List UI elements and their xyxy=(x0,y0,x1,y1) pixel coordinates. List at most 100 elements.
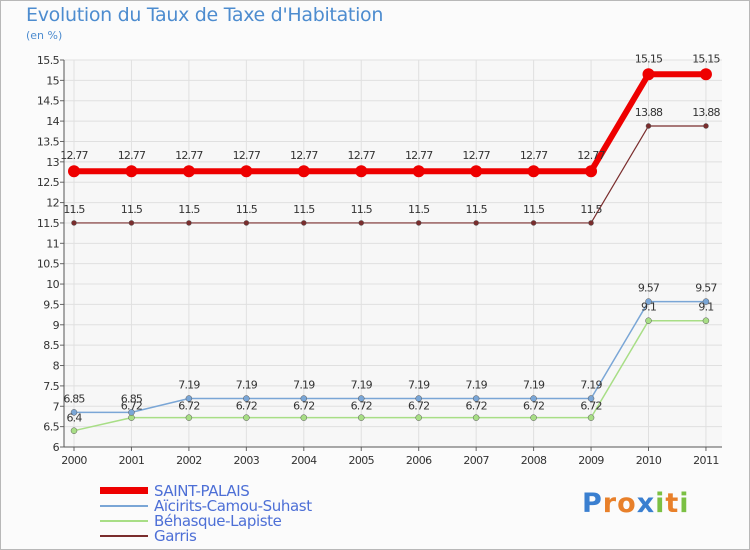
data-point xyxy=(585,165,598,178)
data-label: 6.72 xyxy=(580,400,601,413)
data-point xyxy=(703,123,709,129)
y-tick-label: 11.5 xyxy=(37,217,60,230)
data-point xyxy=(530,395,537,402)
data-label: 9.1 xyxy=(641,301,656,314)
data-point xyxy=(185,395,193,402)
legend-swatch xyxy=(100,505,148,507)
x-tick-label: 2001 xyxy=(119,454,145,467)
legend-swatch xyxy=(100,535,148,537)
data-point xyxy=(527,165,540,178)
logo-letter: i xyxy=(679,488,690,519)
y-tick-label: 10.5 xyxy=(37,258,60,271)
data-label: 12.77 xyxy=(175,149,203,162)
data-point xyxy=(358,220,364,226)
y-tick-label: 11 xyxy=(46,237,59,250)
data-label: 11.5 xyxy=(178,203,200,216)
data-point xyxy=(128,409,135,416)
y-tick-label: 14 xyxy=(46,115,59,128)
y-tick-label: 10 xyxy=(46,278,59,291)
data-point xyxy=(645,298,652,305)
x-tick-label: 2004 xyxy=(291,454,317,467)
data-label: 6.72 xyxy=(236,400,257,413)
data-point xyxy=(243,414,250,421)
legend-label: SAINT-PALAIS xyxy=(154,482,250,500)
data-label: 13.88 xyxy=(635,106,663,119)
data-point xyxy=(301,220,307,226)
data-point xyxy=(358,414,365,421)
y-tick-label: 14.5 xyxy=(37,95,60,108)
data-point xyxy=(588,220,594,226)
logo-letter: P xyxy=(582,488,603,519)
series-line xyxy=(74,300,706,414)
data-label: 6.72 xyxy=(408,400,429,413)
data-label: 11.5 xyxy=(293,203,315,216)
data-label: 11.5 xyxy=(408,203,430,216)
series-line xyxy=(74,125,706,224)
data-label: 6.72 xyxy=(293,400,314,413)
data-point xyxy=(645,317,652,324)
x-tick-label: 2005 xyxy=(348,454,374,467)
data-label: 6.4 xyxy=(66,412,82,425)
y-tick-label: 12 xyxy=(46,197,59,210)
data-label: 12.77 xyxy=(577,149,605,162)
data-point xyxy=(68,165,80,178)
data-point xyxy=(355,165,368,178)
data-point xyxy=(186,220,192,226)
data-label: 6.72 xyxy=(351,400,372,413)
logo-letter: x xyxy=(636,488,656,519)
series-line xyxy=(73,319,706,432)
legend-label: Garris xyxy=(154,527,197,545)
data-label: 11.5 xyxy=(236,203,258,216)
data-label: 7.19 xyxy=(293,379,315,392)
data-point xyxy=(699,68,712,81)
data-label: 11.5 xyxy=(466,203,488,216)
y-tick-label: 6 xyxy=(53,441,60,454)
data-label: 7.19 xyxy=(351,379,373,392)
y-tick-label: 7.5 xyxy=(43,380,59,393)
data-label: 7.19 xyxy=(178,379,200,392)
data-label: 12.77 xyxy=(520,149,548,162)
data-point xyxy=(412,165,425,178)
data-label: 7.19 xyxy=(236,379,258,392)
data-label: 13.88 xyxy=(692,106,720,119)
data-label: 7.19 xyxy=(408,379,430,392)
logo-letter: i xyxy=(655,488,666,519)
data-label: 12.77 xyxy=(233,149,261,162)
chart-subtitle: (en %) xyxy=(26,29,63,42)
data-label: 7.19 xyxy=(466,379,488,392)
data-point xyxy=(125,165,138,178)
data-point xyxy=(128,220,135,226)
data-label: 12.77 xyxy=(118,149,146,162)
x-tick-label: 2008 xyxy=(521,454,547,467)
legend-swatch xyxy=(100,487,148,494)
data-label: 15.15 xyxy=(635,52,663,65)
data-point xyxy=(243,220,250,226)
data-label: 9.57 xyxy=(638,282,660,295)
data-point xyxy=(70,427,78,434)
data-point xyxy=(530,220,537,226)
data-point xyxy=(70,409,78,416)
data-point xyxy=(472,414,480,421)
data-label: 11.5 xyxy=(351,203,373,216)
data-label: 7.19 xyxy=(580,379,602,392)
data-point xyxy=(470,165,483,178)
data-label: 6.72 xyxy=(466,400,487,413)
legend-label: Béhasque-Lapiste xyxy=(154,512,282,530)
data-label: 7.19 xyxy=(523,379,545,392)
x-tick-label: 2002 xyxy=(176,454,202,467)
y-tick-label: 15.5 xyxy=(37,54,60,67)
logo-letter: t xyxy=(665,488,680,519)
data-point xyxy=(185,414,193,421)
y-tick-label: 15 xyxy=(46,74,59,87)
y-tick-label: 9.5 xyxy=(43,298,59,311)
x-tick-label: 2010 xyxy=(636,454,662,467)
data-label: 12.77 xyxy=(405,149,433,162)
data-label: 9.1 xyxy=(698,301,713,314)
x-tick-label: 2007 xyxy=(463,454,489,467)
y-tick-label: 12.5 xyxy=(37,176,60,189)
data-point xyxy=(645,123,652,129)
x-tick-label: 2006 xyxy=(406,454,432,467)
data-label: 12.77 xyxy=(60,149,88,162)
data-point xyxy=(243,395,250,402)
data-point xyxy=(240,165,253,178)
